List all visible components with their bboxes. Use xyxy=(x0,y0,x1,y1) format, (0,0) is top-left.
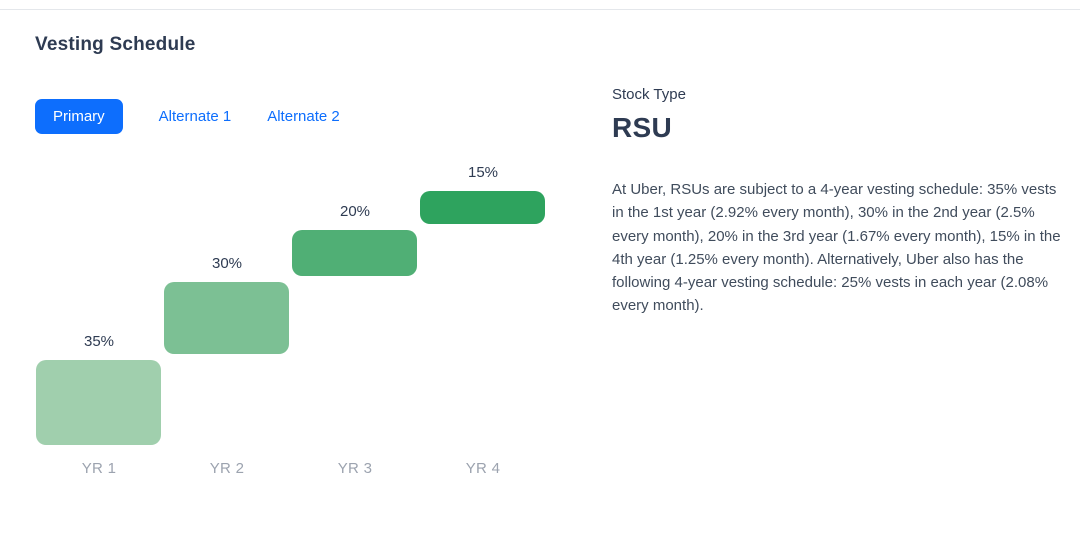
stock-type-label: Stock Type xyxy=(612,86,686,103)
bar-value-label: 15% xyxy=(467,164,499,181)
vesting-chart: 35% 30% 20% 15% xyxy=(35,140,547,445)
vesting-bar-yr-1 xyxy=(36,360,161,445)
tab-primary[interactable]: Primary xyxy=(35,99,123,134)
vesting-description: At Uber, RSUs are subject to a 4-year ve… xyxy=(612,181,1061,315)
stock-details: Stock Type RSU At Uber, RSUs are subject… xyxy=(612,84,1062,318)
chart-column: 15% xyxy=(419,140,547,445)
vesting-bar-yr-4 xyxy=(420,191,545,224)
chart-column: 20% xyxy=(291,140,419,445)
x-axis-label: YR 4 xyxy=(465,460,501,477)
schedule-tabs: Primary Alternate 1 Alternate 2 xyxy=(35,99,340,134)
bar-value-label: 20% xyxy=(339,203,371,220)
chart-column: 30% xyxy=(163,140,291,445)
vesting-bar-yr-2 xyxy=(164,282,289,354)
top-divider xyxy=(0,9,1080,10)
x-axis-label: YR 1 xyxy=(81,460,117,477)
chart-column: 35% xyxy=(35,140,163,445)
bar-value-label: 30% xyxy=(211,255,243,272)
stock-type-value: RSU xyxy=(612,112,673,143)
tab-alternate-2[interactable]: Alternate 2 xyxy=(267,108,340,125)
page-title: Vesting Schedule xyxy=(35,34,196,55)
vesting-bar-yr-3 xyxy=(292,230,417,276)
chart-x-axis: YR 1 YR 2 YR 3 YR 4 xyxy=(35,460,547,477)
bar-value-label: 35% xyxy=(83,333,115,350)
x-axis-label: YR 3 xyxy=(337,460,373,477)
x-axis-label: YR 2 xyxy=(209,460,245,477)
tab-alternate-1[interactable]: Alternate 1 xyxy=(158,108,232,125)
